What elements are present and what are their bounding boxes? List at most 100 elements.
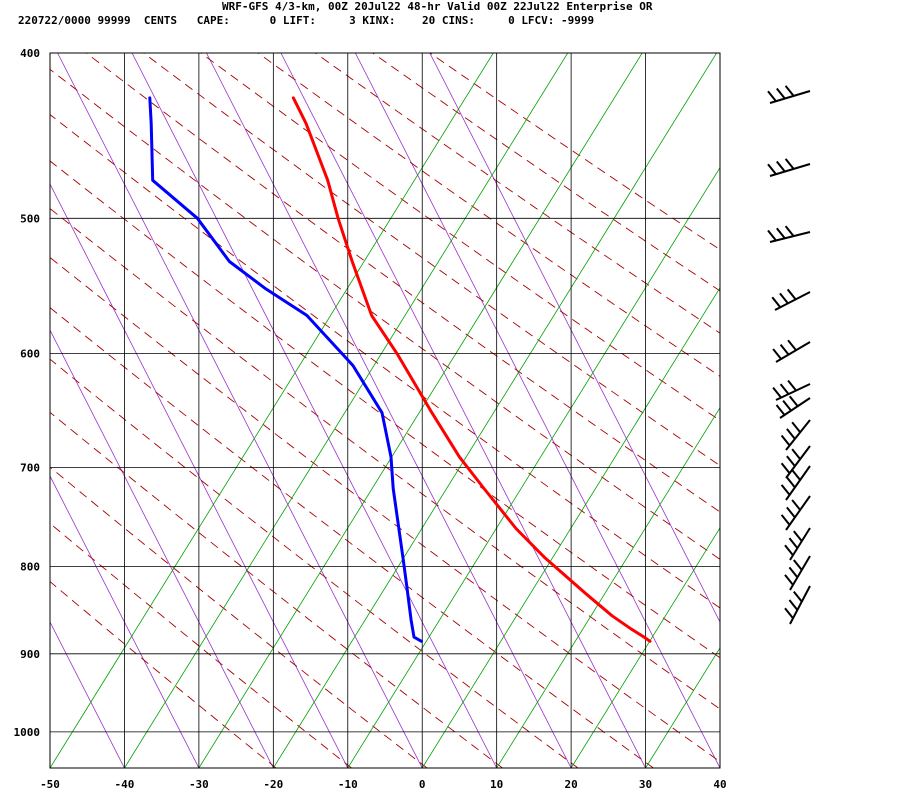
temperature-tick-label: 20 <box>564 778 577 791</box>
wind-barb-feather <box>767 163 777 175</box>
dry-adiabat-line <box>50 466 428 768</box>
isotherm-line <box>57 53 423 768</box>
temperature-tick-label: -10 <box>338 778 358 791</box>
wind-barb-feather <box>780 434 791 447</box>
isotherm-line <box>50 183 349 768</box>
wind-barb-feather <box>786 455 796 467</box>
moist-adiabat-line <box>124 53 569 768</box>
wind-barb-staff <box>779 397 811 419</box>
temperature-line <box>291 96 652 643</box>
wind-barb-feather <box>784 574 794 586</box>
wind-barb-feather <box>784 158 795 170</box>
moist-adiabat-line <box>421 286 720 768</box>
moist-adiabat-line <box>50 53 494 768</box>
pressure-tick-label: 600 <box>20 347 40 360</box>
pressure-tick-label: 900 <box>20 648 40 661</box>
dry-adiabat-line <box>50 307 654 768</box>
chart-header: WRF-GFS 4/3-km, 00Z 20Jul22 48-hr Valid … <box>0 0 900 40</box>
wind-barb-feather <box>772 386 782 399</box>
wind-barb-feather <box>787 379 797 392</box>
isotherm-line <box>354 53 720 768</box>
moist-adiabat-line <box>869 17 900 768</box>
temperature-tick-label: 30 <box>639 778 652 791</box>
isotherm-line <box>280 53 646 768</box>
wind-barb-feather <box>779 343 790 356</box>
moist-adiabat-line <box>794 17 900 768</box>
wind-barb-feather <box>779 383 790 395</box>
dry-adiabat-line <box>86 53 720 513</box>
wind-barb-feather <box>780 514 791 526</box>
dry-adiabat-line <box>50 358 579 768</box>
moist-adiabat-line <box>719 767 720 768</box>
wind-barb-feather <box>786 288 797 301</box>
temperature-tick-label: 40 <box>713 778 726 791</box>
isotherm-line <box>206 53 572 768</box>
dry-adiabat-line <box>50 256 720 763</box>
wind-barb-feather <box>788 395 799 407</box>
profile-lines <box>148 96 652 643</box>
wind-barb-feather <box>788 537 799 549</box>
temperature-tick-label: -50 <box>40 778 60 791</box>
pressure-tick-labels: 400 500 600 700 800 900 1000 <box>14 47 41 739</box>
temperature-tick-label: 0 <box>419 778 426 791</box>
dry-adiabat-line <box>50 68 720 560</box>
wind-barb-feather <box>784 544 794 556</box>
wind-barb-feather <box>786 428 796 440</box>
wind-barb-feather <box>776 87 786 100</box>
wind-barb-feather <box>771 296 782 308</box>
wind-barb-feather <box>784 225 795 237</box>
wind-barb-feather <box>784 85 795 97</box>
isotherm-line <box>50 475 200 768</box>
wind-barb-feather <box>791 448 801 460</box>
wind-barb-feather <box>786 476 796 489</box>
wind-barb-feather <box>776 227 786 239</box>
dry-adiabat-line <box>50 208 720 710</box>
wind-barb-feather <box>784 607 794 619</box>
wind-barb-feather <box>791 499 801 511</box>
wind-barb-feather <box>767 90 777 102</box>
background-lines <box>50 17 900 768</box>
pressure-tick-label: 800 <box>20 561 40 574</box>
temperature-tick-label: -40 <box>115 778 135 791</box>
wind-barb-feather <box>780 484 791 496</box>
grid-lines <box>50 53 720 768</box>
isotherm-line <box>50 621 125 768</box>
dry-adiabat-line <box>50 113 720 609</box>
wind-barb-staff <box>774 291 811 311</box>
moist-adiabat-line <box>496 407 720 768</box>
dry-adiabat-line <box>200 53 720 421</box>
wind-barb-feather <box>779 292 789 304</box>
dry-adiabat-line <box>429 53 720 251</box>
pressure-tick-label: 1000 <box>14 726 41 739</box>
wind-barb-feather <box>776 160 786 173</box>
chart-title: WRF-GFS 4/3-km, 00Z 20Jul22 48-hr Valid … <box>222 0 653 13</box>
pressure-tick-label: 400 <box>20 47 40 60</box>
isotherm-line <box>50 329 274 768</box>
sounding-indices: 220722/0000 99999 CENTS CAPE: 0 LIFT: 3 … <box>18 14 595 27</box>
moist-adiabat-line <box>198 53 643 768</box>
dewpoint-line <box>148 96 423 643</box>
pressure-tick-label: 500 <box>20 212 40 225</box>
plot-border <box>49 52 721 769</box>
moist-adiabat-line <box>347 166 720 768</box>
wind-barb-feather <box>788 566 799 579</box>
dry-adiabat-line <box>50 581 277 768</box>
wind-barb-staff <box>769 163 811 177</box>
wind-barb-feather <box>775 404 786 416</box>
dry-adiabat-line <box>315 53 720 334</box>
moist-adiabat-line <box>570 527 720 768</box>
wind-barb-feather <box>791 421 801 433</box>
dry-adiabat-line <box>50 522 352 768</box>
temperature-tick-label: -30 <box>189 778 209 791</box>
wind-barb-feather <box>780 462 791 474</box>
isotherm-line <box>429 53 720 623</box>
temperature-tick-labels: -50 -40 -30 -20 -10 0 10 20 30 40 <box>40 778 727 791</box>
wind-barb-feather <box>791 469 801 481</box>
wind-barb-feather <box>793 530 803 542</box>
isotherm-line <box>131 53 498 768</box>
wind-barb-feather <box>782 399 792 412</box>
pressure-tick-label: 700 <box>20 462 40 475</box>
wind-barb-feather <box>788 599 799 611</box>
wind-barb-feather <box>793 559 803 571</box>
